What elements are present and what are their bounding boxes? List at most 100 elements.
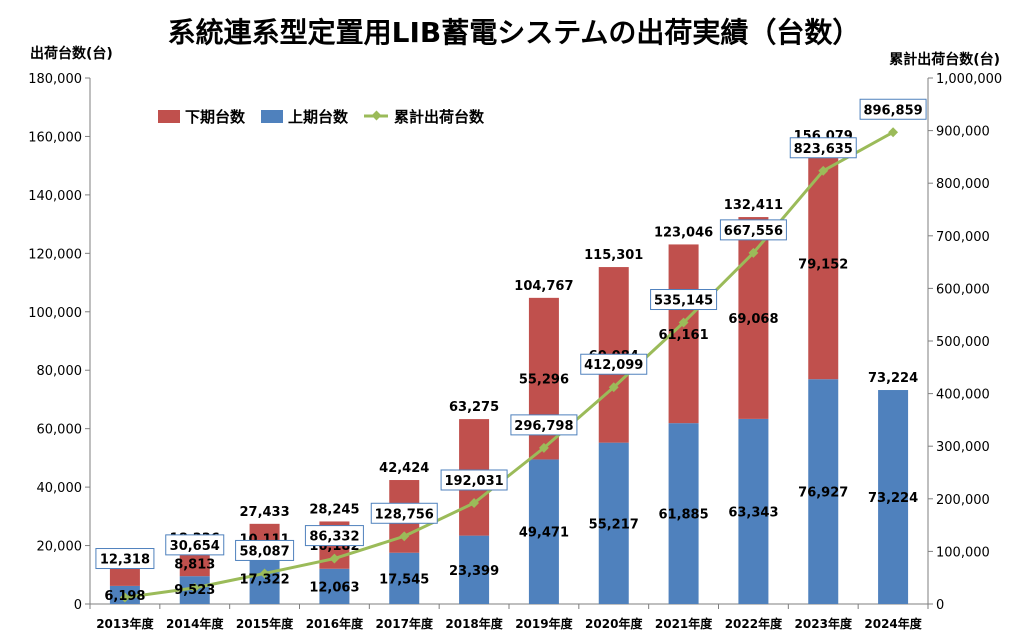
lower-half-label: 79,152 bbox=[798, 258, 848, 273]
x-axis-tick-label: 2018年度 bbox=[445, 616, 503, 631]
upper-half-label: 73,224 bbox=[868, 491, 918, 506]
upper-half-label: 55,217 bbox=[589, 517, 639, 532]
bar-upper-half bbox=[668, 423, 699, 604]
x-axis-tick-label: 2024年度 bbox=[864, 616, 922, 631]
upper-half-label: 12,063 bbox=[309, 580, 359, 595]
total-label: 123,046 bbox=[654, 225, 713, 240]
cumulative-point bbox=[189, 582, 200, 593]
right-axis-tick-label: 600,000 bbox=[936, 282, 990, 297]
legend-label: 下期台数 bbox=[185, 108, 246, 126]
cumulative-point bbox=[399, 531, 410, 542]
cumulative-label: 58,087 bbox=[239, 544, 289, 559]
left-axis-tick-label: 160,000 bbox=[28, 130, 82, 145]
upper-half-label: 49,471 bbox=[519, 526, 569, 541]
cumulative-label-box bbox=[859, 98, 927, 120]
right-axis-tick-label: 1,000,000 bbox=[936, 72, 1002, 87]
cumulative-label-box bbox=[719, 219, 787, 241]
x-axis-tick-label: 2023年度 bbox=[795, 616, 853, 631]
left-axis-tick-label: 60,000 bbox=[37, 423, 83, 438]
right-axis-tick-label: 500,000 bbox=[936, 335, 990, 350]
bar-lower-half bbox=[808, 147, 839, 380]
left-axis-tick-label: 20,000 bbox=[37, 540, 83, 555]
right-axis-tick-label: 300,000 bbox=[936, 440, 990, 455]
left-axis-tick-label: 80,000 bbox=[37, 364, 83, 379]
cumulative-point bbox=[888, 127, 899, 138]
bar-upper-half bbox=[878, 390, 909, 604]
bar-lower-half bbox=[109, 568, 140, 586]
upper-half-label: 17,322 bbox=[239, 573, 289, 588]
cumulative-label: 296,798 bbox=[514, 419, 573, 434]
left-axis-tick-label: 180,000 bbox=[28, 72, 82, 87]
total-label: 104,767 bbox=[514, 279, 573, 294]
cumulative-point bbox=[748, 247, 759, 258]
lower-half-label: 61,161 bbox=[658, 328, 708, 343]
cumulative-label-box bbox=[95, 548, 155, 570]
right-axis-title: 累計出荷台数(台) bbox=[889, 51, 1000, 68]
cumulative-label: 896,859 bbox=[863, 103, 922, 118]
cumulative-label: 86,332 bbox=[309, 530, 359, 545]
cumulative-point bbox=[538, 442, 549, 453]
upper-half-label: 9,523 bbox=[174, 583, 215, 598]
lower-half-label: 55,296 bbox=[519, 373, 569, 388]
upper-half-label: 61,885 bbox=[658, 508, 708, 523]
right-axis-tick-label: 100,000 bbox=[936, 545, 990, 560]
cumulative-label-box bbox=[440, 469, 508, 491]
total-label: 132,411 bbox=[724, 198, 783, 213]
legend: 下期台数 上期台数 累計出荷台数 bbox=[158, 108, 485, 126]
x-axis-tick-label: 2016年度 bbox=[306, 616, 364, 631]
bar-upper-half bbox=[598, 442, 629, 604]
right-axis-tick-label: 400,000 bbox=[936, 388, 990, 403]
bar-upper-half bbox=[459, 535, 490, 604]
cumulative-point bbox=[608, 382, 619, 393]
legend-marker bbox=[371, 110, 382, 121]
cumulative-point bbox=[678, 317, 689, 328]
total-label: 73,224 bbox=[868, 371, 918, 386]
right-axis-tick-label: 800,000 bbox=[936, 177, 990, 192]
total-label: 42,424 bbox=[379, 461, 429, 476]
x-axis-tick-label: 2022年度 bbox=[725, 616, 783, 631]
right-axis-tick-label: 900,000 bbox=[936, 125, 990, 140]
cumulative-label: 823,635 bbox=[794, 142, 853, 157]
upper-half-label: 23,399 bbox=[449, 564, 499, 579]
left-axis-title: 出荷台数(台) bbox=[30, 45, 113, 62]
cumulative-point bbox=[818, 165, 829, 176]
right-axis-tick-label: 200,000 bbox=[936, 493, 990, 508]
legend-swatch bbox=[261, 110, 283, 123]
total-label: 63,275 bbox=[449, 400, 499, 415]
cumulative-label: 192,031 bbox=[444, 474, 503, 489]
cumulative-label: 667,556 bbox=[724, 224, 783, 239]
legend-swatch bbox=[158, 110, 180, 123]
x-axis-tick-label: 2015年度 bbox=[236, 616, 294, 631]
x-axis-tick-label: 2021年度 bbox=[655, 616, 713, 631]
bar-upper-half bbox=[528, 459, 559, 604]
cumulative-point bbox=[329, 553, 340, 564]
left-axis-tick-label: 120,000 bbox=[28, 247, 82, 262]
legend-label: 累計出荷台数 bbox=[394, 108, 485, 126]
left-axis-tick-label: 0 bbox=[74, 598, 82, 613]
lower-half-label: 69,068 bbox=[728, 312, 778, 327]
upper-half-label: 6,198 bbox=[104, 589, 145, 604]
upper-half-label: 76,927 bbox=[798, 486, 848, 501]
bar-upper-half bbox=[389, 552, 420, 604]
left-axis-tick-label: 140,000 bbox=[28, 189, 82, 204]
cumulative-label: 535,145 bbox=[654, 294, 713, 309]
lower-half-label: 8,813 bbox=[174, 557, 215, 572]
right-axis-tick-label: 700,000 bbox=[936, 230, 990, 245]
cumulative-point bbox=[469, 498, 480, 508]
left-axis-tick-label: 40,000 bbox=[37, 481, 83, 496]
total-label: 27,433 bbox=[239, 505, 289, 520]
x-axis-tick-label: 2014年度 bbox=[166, 616, 224, 631]
cumulative-label-box bbox=[580, 353, 648, 375]
x-axis-tick-label: 2019年度 bbox=[515, 616, 573, 631]
total-label: 28,245 bbox=[309, 502, 359, 517]
cumulative-label-box bbox=[510, 414, 578, 436]
right-axis-tick-label: 0 bbox=[936, 598, 944, 613]
total-label: 115,301 bbox=[584, 248, 643, 263]
x-axis-tick-label: 2020年度 bbox=[585, 616, 643, 631]
cumulative-point bbox=[259, 568, 270, 579]
cumulative-label-box bbox=[165, 534, 225, 556]
upper-half-label: 17,545 bbox=[379, 572, 429, 587]
x-axis-tick-label: 2013年度 bbox=[96, 616, 154, 631]
bar-upper-half bbox=[249, 553, 280, 604]
cumulative-label-box bbox=[650, 289, 718, 311]
